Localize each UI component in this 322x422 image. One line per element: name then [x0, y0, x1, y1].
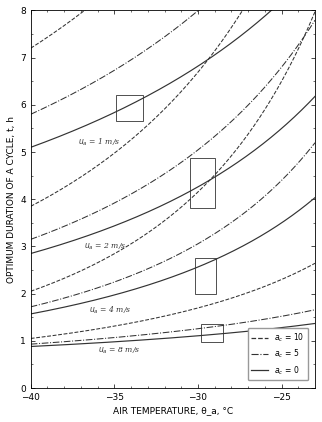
Text: $u_a$ = 8 m/s: $u_a$ = 8 m/s — [98, 345, 140, 355]
Text: $u_a$ = 4 m/s: $u_a$ = 4 m/s — [89, 304, 132, 316]
Bar — [194, 258, 216, 294]
Bar — [201, 325, 223, 342]
Text: $u_a$ = 2 m/s: $u_a$ = 2 m/s — [84, 241, 127, 252]
Y-axis label: OPTIMUM DURATION OF A CYCLE, t, h: OPTIMUM DURATION OF A CYCLE, t, h — [7, 116, 16, 283]
Text: $u_a$ = 1 m/s: $u_a$ = 1 m/s — [78, 137, 120, 149]
Legend: $a_c$ = 10, $a_c$ = 5, $a_c$ = 0: $a_c$ = 10, $a_c$ = 5, $a_c$ = 0 — [248, 327, 308, 380]
X-axis label: AIR TEMPERATURE, θ_a, °C: AIR TEMPERATURE, θ_a, °C — [113, 406, 233, 415]
Bar — [116, 95, 143, 122]
Bar — [190, 158, 215, 208]
